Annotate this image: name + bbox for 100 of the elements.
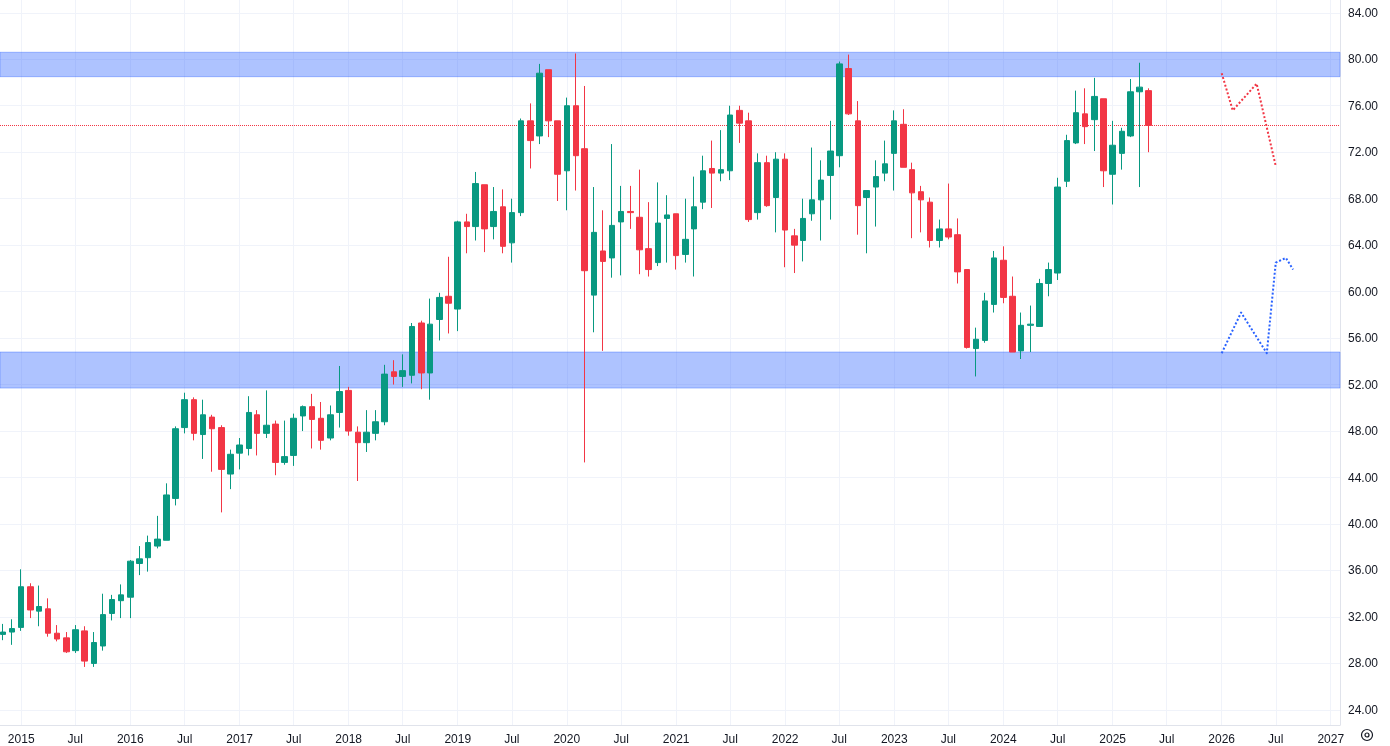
x-tick-label: Jul bbox=[286, 732, 302, 746]
candlestick bbox=[309, 393, 315, 449]
candlestick bbox=[1109, 120, 1116, 205]
candlestick bbox=[263, 389, 270, 439]
y-tick-label: 28.00 bbox=[1348, 656, 1379, 671]
candlestick bbox=[209, 414, 215, 473]
candlestick bbox=[45, 597, 51, 638]
candlestick bbox=[54, 624, 60, 642]
candlestick bbox=[1119, 127, 1125, 171]
y-tick-label: 84.00 bbox=[1348, 5, 1379, 20]
candlestick bbox=[118, 583, 124, 619]
y-tick-label: 60.00 bbox=[1348, 284, 1379, 299]
x-tick-label: Jul bbox=[176, 732, 193, 746]
candlestick bbox=[1136, 62, 1143, 188]
candlestick bbox=[591, 186, 597, 333]
candlestick bbox=[764, 155, 770, 208]
candlestick bbox=[464, 213, 470, 254]
candlestick bbox=[936, 219, 943, 248]
y-tick-label: 72.00 bbox=[1348, 145, 1379, 160]
y-tick-label: 52.00 bbox=[1348, 377, 1379, 392]
candlestick bbox=[782, 152, 788, 268]
candlestick bbox=[845, 54, 852, 116]
y-tick-label: 36.00 bbox=[1348, 563, 1379, 578]
candlestick bbox=[454, 220, 461, 332]
candlestick bbox=[227, 449, 234, 490]
candlestick bbox=[700, 155, 706, 210]
candlestick bbox=[300, 404, 306, 432]
line-series bbox=[1220, 256, 1295, 355]
y-tick-label: 76.00 bbox=[1348, 98, 1379, 113]
candlestick bbox=[327, 404, 334, 441]
x-tick-label: 2025 bbox=[1099, 732, 1127, 746]
candlestick bbox=[973, 327, 979, 377]
candlestick bbox=[381, 364, 388, 426]
x-tick-label: 2015 bbox=[7, 732, 35, 746]
candlestick bbox=[418, 320, 425, 390]
y-tick-label: 48.00 bbox=[1348, 424, 1379, 439]
candlestick bbox=[181, 392, 188, 434]
x-tick-label: 2019 bbox=[444, 732, 472, 746]
candlestick bbox=[63, 631, 70, 654]
candlestick bbox=[272, 420, 279, 476]
candlestick bbox=[154, 515, 161, 549]
candlestick bbox=[481, 184, 488, 253]
candlestick bbox=[500, 188, 506, 254]
candlestick bbox=[100, 593, 106, 652]
candlestick bbox=[827, 120, 834, 221]
candlestick bbox=[718, 129, 724, 182]
candlestick bbox=[655, 181, 661, 267]
candlestick bbox=[1127, 78, 1134, 138]
y-tick-label: 24.00 bbox=[1348, 702, 1379, 717]
candlestick bbox=[873, 159, 879, 228]
candlestick bbox=[682, 198, 689, 264]
x-tick-label: 2023 bbox=[880, 732, 908, 746]
candlestick bbox=[409, 322, 415, 384]
candlestick bbox=[509, 198, 515, 264]
x-tick-label: 2026 bbox=[1208, 732, 1236, 746]
candlestick bbox=[863, 190, 870, 254]
candlestick bbox=[645, 201, 652, 278]
candlestick bbox=[391, 359, 397, 386]
candlestick bbox=[372, 409, 379, 441]
candlestick bbox=[1054, 177, 1061, 281]
candlestick bbox=[290, 413, 297, 467]
candlestick bbox=[964, 269, 970, 350]
candlestick bbox=[109, 594, 115, 621]
candlestick bbox=[399, 353, 406, 388]
candlestick bbox=[236, 437, 243, 470]
candlestick bbox=[318, 401, 324, 451]
y-tick-label: 44.00 bbox=[1348, 470, 1379, 485]
candlestick bbox=[163, 482, 170, 541]
candlestick bbox=[1018, 312, 1024, 360]
candlestick bbox=[927, 197, 933, 248]
candlestick bbox=[954, 217, 961, 284]
candlestick bbox=[773, 151, 779, 233]
candlestick bbox=[518, 118, 524, 217]
candlestick bbox=[9, 618, 15, 646]
x-tick-label: Jul bbox=[504, 732, 520, 746]
x-tick-label: Jul bbox=[395, 732, 411, 746]
candlestick bbox=[145, 535, 151, 573]
candlestick bbox=[809, 147, 815, 222]
candlestick bbox=[91, 631, 97, 668]
x-tick-label: Jul bbox=[67, 732, 83, 746]
x-tick-label: Jul bbox=[1049, 732, 1066, 746]
candlestick bbox=[281, 420, 288, 466]
candlestick bbox=[800, 198, 806, 262]
candlestick bbox=[436, 292, 443, 341]
candlestick bbox=[254, 409, 260, 456]
candlestick bbox=[81, 625, 88, 668]
candlestick bbox=[627, 185, 634, 230]
x-tick-label: 2027 bbox=[1317, 732, 1345, 746]
candlestick bbox=[136, 545, 143, 576]
candlestick bbox=[336, 365, 343, 429]
candlestick bbox=[891, 109, 897, 192]
y-tick-label: 68.00 bbox=[1348, 191, 1379, 206]
x-tick-label: 2024 bbox=[989, 732, 1017, 746]
x-tick-label: Jul bbox=[613, 732, 629, 746]
candlestick bbox=[200, 399, 206, 460]
candlestick bbox=[127, 559, 134, 619]
candlestick bbox=[445, 256, 452, 334]
candlestick bbox=[664, 194, 670, 264]
candlestick bbox=[636, 169, 643, 275]
candlestick bbox=[882, 140, 888, 182]
